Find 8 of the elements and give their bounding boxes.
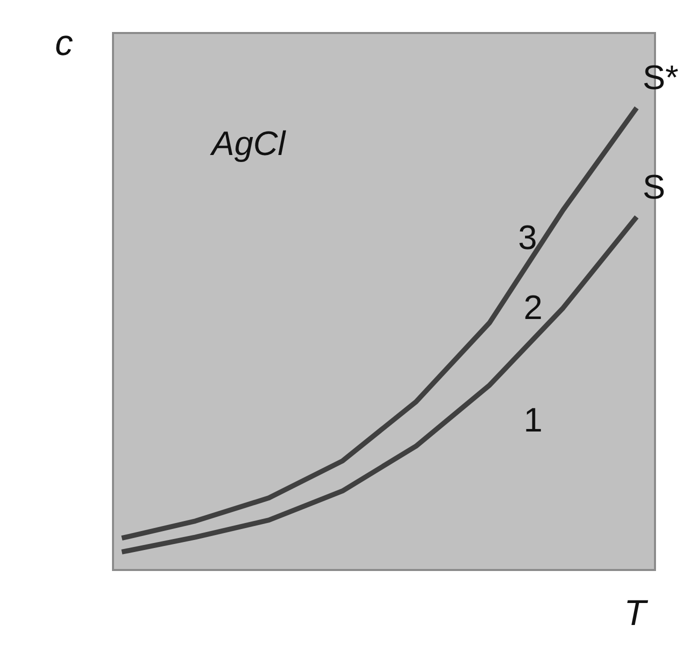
annotation: 3	[518, 219, 538, 258]
annotation: 2	[524, 288, 543, 327]
series-label: S*	[642, 59, 679, 98]
y-axis-title: c	[55, 22, 73, 64]
x-axis-title: T	[624, 592, 649, 634]
annotation: AgCl	[210, 125, 287, 164]
series-label: S	[642, 168, 666, 206]
annotation: 1	[524, 402, 543, 440]
